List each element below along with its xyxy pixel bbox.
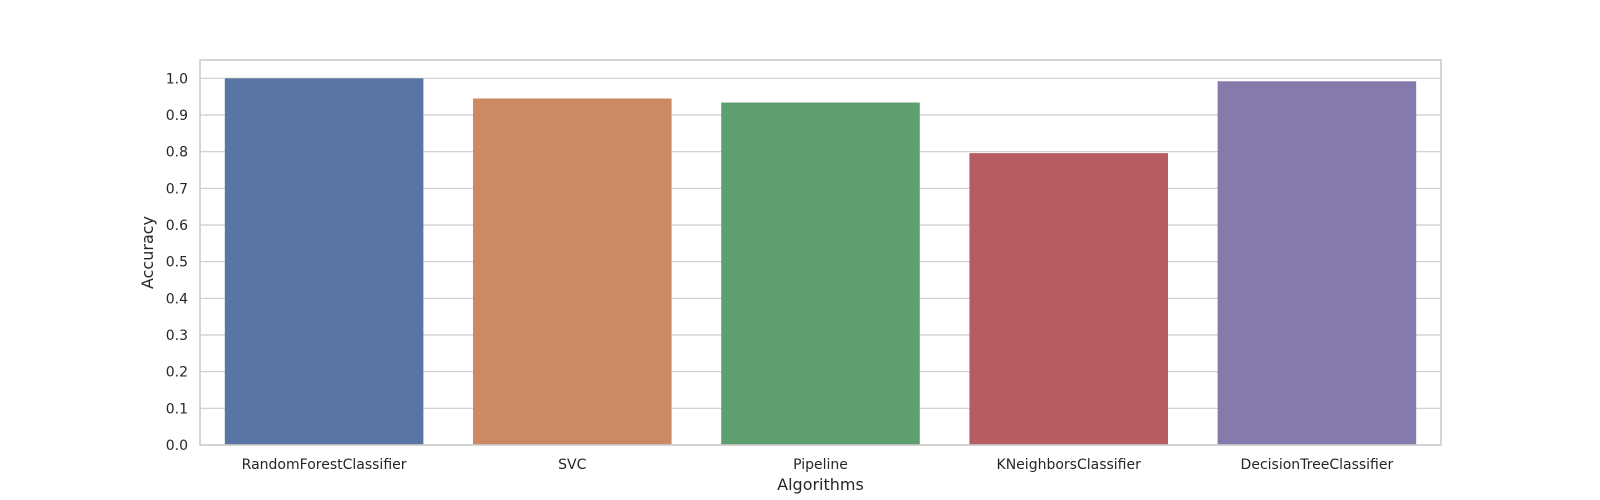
y-tick-label: 0.1	[166, 401, 188, 417]
y-axis-title: Accuracy	[138, 216, 157, 289]
bars	[224, 78, 1417, 446]
y-tick-label: 0.4	[166, 291, 188, 307]
bar-svc	[473, 98, 672, 445]
x-tick-label: Pipeline	[793, 457, 848, 473]
y-tick-labels: 0.0 0.1 0.2 0.3 0.4 0.5 0.6 0.7 0.8 0.9 1.0	[166, 71, 188, 454]
y-tick-label: 0.8	[166, 145, 188, 161]
y-tick-label: 0.0	[166, 438, 188, 454]
plot-frame	[199, 59, 1442, 446]
bar-kneighborsclassifier	[969, 153, 1168, 445]
y-tick-label: 1.0	[166, 71, 188, 87]
x-axis-title: Algorithms	[777, 475, 864, 494]
y-tick-label: 0.3	[166, 328, 188, 344]
bar-randomforestclassifier	[224, 78, 424, 445]
bar-decisiontreeclassifier	[1217, 81, 1417, 446]
y-tick-label: 0.2	[166, 365, 188, 381]
y-tick-label: 0.9	[166, 108, 188, 124]
y-tick-label: 0.6	[166, 218, 188, 234]
x-tick-label: KNeighborsClassifier	[997, 457, 1142, 473]
x-tick-label: RandomForestClassifier	[242, 457, 407, 473]
y-tick-label: 0.5	[166, 255, 188, 271]
y-tick-label: 0.7	[166, 181, 188, 197]
x-tick-labels: RandomForestClassifier SVC Pipeline KNeighb…	[242, 457, 1394, 473]
x-tick-label: DecisionTreeClassifier	[1241, 457, 1394, 473]
bar-pipeline	[721, 102, 920, 446]
x-tick-label: SVC	[558, 457, 586, 473]
